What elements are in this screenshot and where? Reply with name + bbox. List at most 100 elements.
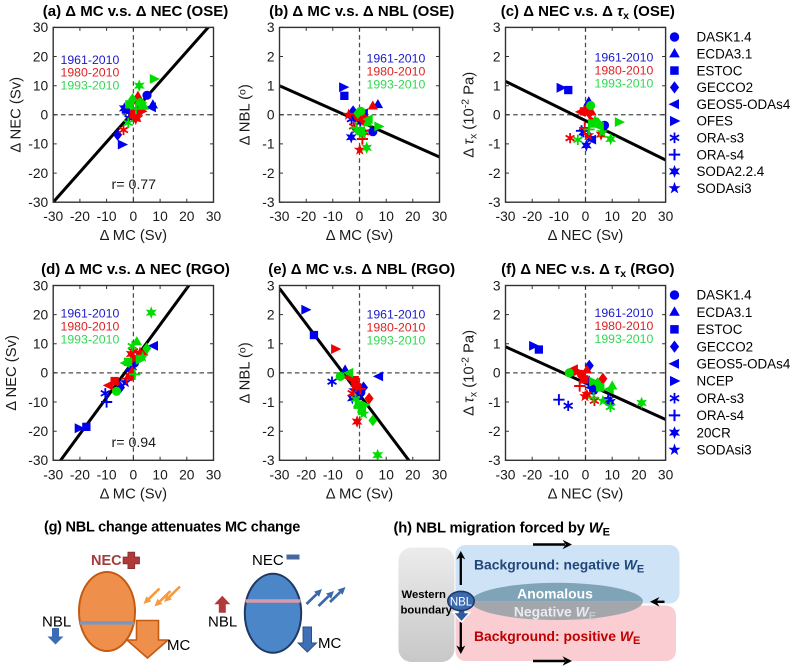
svg-text:-2: -2 bbox=[488, 166, 500, 181]
svg-text:1980-2010: 1980-2010 bbox=[595, 319, 654, 333]
svg-text:NBL: NBL bbox=[450, 596, 473, 608]
svg-text:10: 10 bbox=[379, 209, 395, 224]
svg-text:10: 10 bbox=[33, 79, 49, 94]
svg-text:-10: -10 bbox=[97, 467, 117, 482]
svg-text:Western: Western bbox=[402, 589, 446, 601]
svg-text:Background: negative WE: Background: negative WE bbox=[474, 557, 644, 576]
svg-text:-30: -30 bbox=[496, 209, 516, 224]
svg-text:1993-2010: 1993-2010 bbox=[595, 76, 654, 90]
svg-text:0: 0 bbox=[130, 467, 138, 482]
svg-text:1980-2010: 1980-2010 bbox=[367, 64, 426, 78]
svg-text:OFES: OFES bbox=[697, 114, 734, 129]
svg-text:r= 0.77: r= 0.77 bbox=[112, 177, 157, 193]
svg-text:3: 3 bbox=[493, 20, 501, 35]
svg-text:1961-2010: 1961-2010 bbox=[61, 53, 120, 67]
svg-text:-3: -3 bbox=[488, 195, 501, 210]
svg-text:-3: -3 bbox=[262, 453, 275, 468]
svg-text:1993-2010: 1993-2010 bbox=[367, 77, 426, 91]
svg-text:0: 0 bbox=[41, 366, 49, 381]
svg-text:ECDA3.1: ECDA3.1 bbox=[697, 47, 753, 62]
svg-text:1961-2010: 1961-2010 bbox=[595, 51, 654, 65]
svg-text:2: 2 bbox=[267, 307, 275, 322]
svg-text:-1: -1 bbox=[488, 395, 500, 410]
svg-text:(h) NBL migration forced by WE: (h) NBL migration forced by WE bbox=[394, 521, 610, 539]
svg-text:10: 10 bbox=[605, 467, 621, 482]
svg-text:0: 0 bbox=[582, 209, 590, 224]
svg-text:-30: -30 bbox=[28, 195, 48, 210]
svg-text:Δ NBL (o): Δ NBL (o) bbox=[237, 84, 254, 145]
svg-text:Δ NEC (Sv): Δ NEC (Sv) bbox=[548, 228, 624, 244]
svg-text:30: 30 bbox=[658, 209, 674, 224]
svg-text:1993-2010: 1993-2010 bbox=[61, 332, 120, 346]
svg-text:1980-2010: 1980-2010 bbox=[595, 63, 654, 77]
svg-text:-1: -1 bbox=[262, 137, 274, 152]
svg-text:ORA-s4: ORA-s4 bbox=[697, 408, 745, 423]
svg-text:ESTOC: ESTOC bbox=[697, 63, 743, 78]
svg-text:-20: -20 bbox=[296, 209, 316, 224]
svg-text:-30: -30 bbox=[43, 209, 63, 224]
svg-text:30: 30 bbox=[33, 20, 49, 35]
svg-text:1: 1 bbox=[267, 337, 275, 352]
svg-text:0: 0 bbox=[130, 209, 138, 224]
svg-text:0: 0 bbox=[356, 467, 364, 482]
svg-text:Δ MC (Sv): Δ MC (Sv) bbox=[100, 486, 167, 502]
svg-text:-10: -10 bbox=[28, 395, 48, 410]
svg-text:30: 30 bbox=[33, 278, 49, 293]
svg-text:-10: -10 bbox=[549, 467, 569, 482]
svg-text:2: 2 bbox=[493, 307, 501, 322]
svg-text:r= 0.94: r= 0.94 bbox=[112, 435, 157, 451]
svg-text:1961-2010: 1961-2010 bbox=[61, 307, 120, 321]
svg-text:1980-2010: 1980-2010 bbox=[61, 319, 120, 333]
svg-text:NBL: NBL bbox=[42, 614, 71, 631]
svg-text:(d) Δ MC v.s. Δ NEC (RGO): (d) Δ MC v.s. Δ NEC (RGO) bbox=[41, 261, 230, 278]
svg-text:1961-2010: 1961-2010 bbox=[595, 306, 654, 320]
svg-text:(a) Δ MC v.s. Δ NEC (OSE): (a) Δ MC v.s. Δ NEC (OSE) bbox=[43, 3, 228, 20]
svg-text:ECDA3.1: ECDA3.1 bbox=[697, 305, 753, 320]
svg-text:GECCO2: GECCO2 bbox=[697, 339, 754, 354]
svg-text:ORA-s3: ORA-s3 bbox=[697, 391, 745, 406]
svg-text:0: 0 bbox=[356, 209, 364, 224]
svg-text:MC: MC bbox=[167, 637, 190, 654]
svg-text:NEC: NEC bbox=[91, 553, 122, 569]
svg-text:1980-2010: 1980-2010 bbox=[367, 320, 426, 334]
svg-text:Δ τx (10-2 Pa): Δ τx (10-2 Pa) bbox=[460, 72, 480, 158]
svg-text:-30: -30 bbox=[270, 209, 290, 224]
svg-text:-20: -20 bbox=[70, 209, 90, 224]
svg-text:20: 20 bbox=[33, 49, 49, 64]
svg-text:-10: -10 bbox=[323, 209, 343, 224]
svg-text:10: 10 bbox=[152, 467, 168, 482]
svg-text:30: 30 bbox=[658, 467, 674, 482]
svg-text:-30: -30 bbox=[270, 467, 290, 482]
svg-text:ORA-s4: ORA-s4 bbox=[697, 147, 745, 162]
svg-text:20: 20 bbox=[405, 467, 421, 482]
svg-text:-20: -20 bbox=[522, 209, 542, 224]
svg-text:3: 3 bbox=[493, 278, 501, 293]
svg-text:ORA-s3: ORA-s3 bbox=[697, 131, 745, 146]
svg-text:-30: -30 bbox=[28, 453, 48, 468]
svg-text:30: 30 bbox=[206, 467, 222, 482]
svg-text:-2: -2 bbox=[262, 424, 274, 439]
svg-text:1: 1 bbox=[267, 79, 275, 94]
svg-text:0: 0 bbox=[41, 108, 49, 123]
svg-text:10: 10 bbox=[605, 209, 621, 224]
svg-text:1993-2010: 1993-2010 bbox=[595, 332, 654, 346]
svg-text:1993-2010: 1993-2010 bbox=[61, 79, 120, 93]
svg-text:-3: -3 bbox=[488, 453, 501, 468]
svg-text:-10: -10 bbox=[97, 209, 117, 224]
svg-text:(c) Δ NEC v.s. Δ τx (OSE): (c) Δ NEC v.s. Δ τx (OSE) bbox=[501, 3, 675, 22]
svg-text:(g) NBL change attenuates MC c: (g) NBL change attenuates MC change bbox=[44, 520, 300, 536]
svg-text:0: 0 bbox=[493, 108, 501, 123]
svg-text:20CR: 20CR bbox=[697, 425, 732, 440]
svg-text:20: 20 bbox=[179, 209, 195, 224]
svg-text:-20: -20 bbox=[522, 467, 542, 482]
svg-text:20: 20 bbox=[405, 209, 421, 224]
svg-text:ESTOC: ESTOC bbox=[697, 322, 743, 337]
svg-text:(e) Δ MC v.s. Δ NBL (RGO): (e) Δ MC v.s. Δ NBL (RGO) bbox=[268, 261, 455, 278]
svg-text:30: 30 bbox=[432, 467, 448, 482]
svg-text:-20: -20 bbox=[28, 166, 48, 181]
svg-text:boundary: boundary bbox=[401, 605, 453, 617]
svg-text:GEOS5-ODAs4: GEOS5-ODAs4 bbox=[697, 97, 791, 112]
svg-text:Δ MC (Sv): Δ MC (Sv) bbox=[326, 228, 393, 244]
svg-text:Δ NEC (Sv): Δ NEC (Sv) bbox=[9, 77, 25, 153]
svg-text:3: 3 bbox=[267, 278, 275, 293]
